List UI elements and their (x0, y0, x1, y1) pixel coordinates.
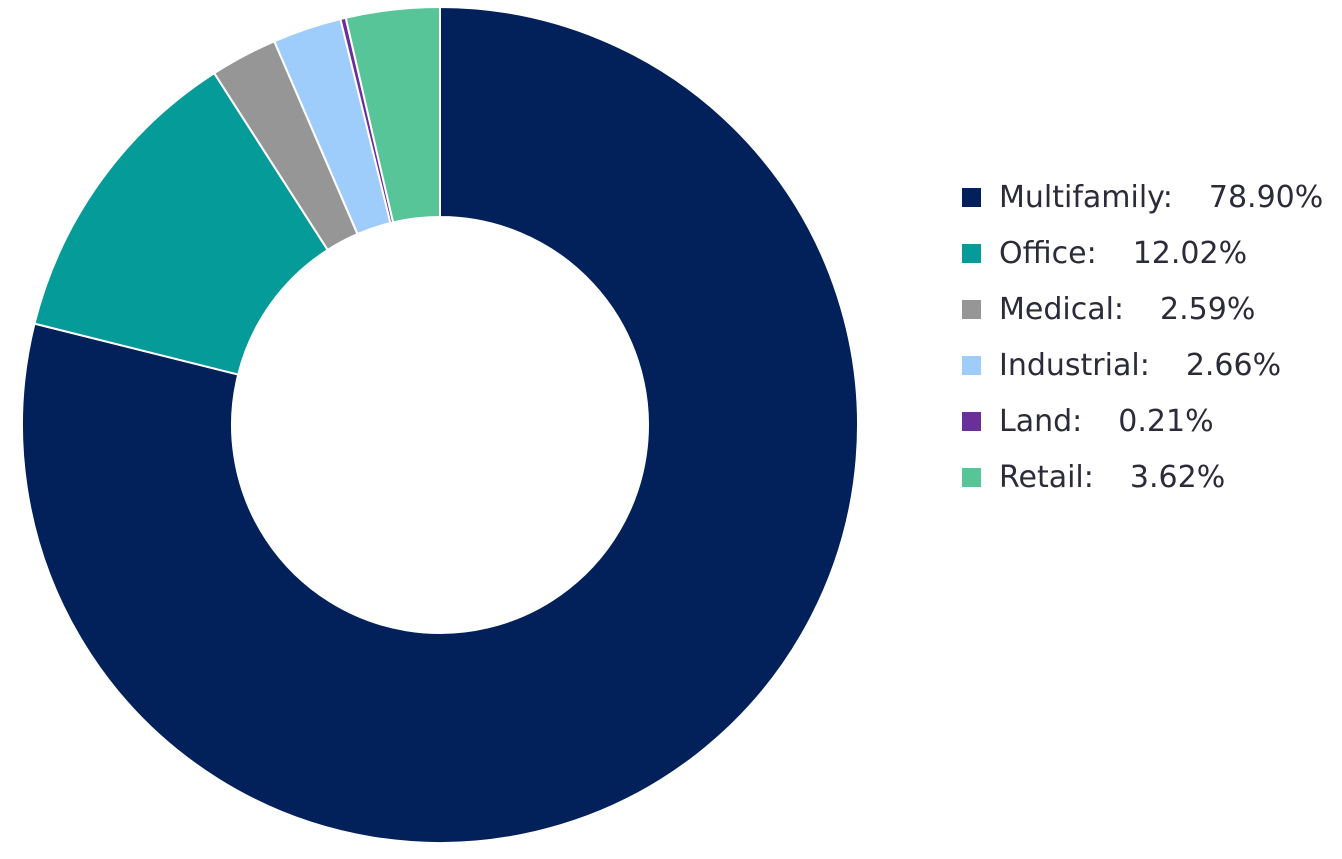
legend-value-multifamily: 78.90% (1208, 179, 1324, 215)
legend-swatch-medical (962, 299, 981, 319)
legend-label-land: Land: (999, 403, 1083, 439)
legend-swatch-multifamily (962, 187, 981, 207)
legend-item-multifamily: Multifamily: 78.90% (962, 169, 1332, 225)
donut-slice-office (33, 72, 329, 376)
legend-label-industrial: Industrial: (999, 347, 1150, 383)
legend-value-retail: 3.62% (1129, 459, 1226, 495)
legend-item-land: Land: 0.21% (962, 393, 1332, 449)
legend-value-medical: 2.59% (1160, 291, 1256, 327)
legend-item-office: Office: 12.02% (962, 225, 1332, 281)
donut-slice-multifamily (21, 6, 859, 844)
legend-value-office: 12.02% (1132, 235, 1248, 271)
donut-slices (21, 6, 859, 844)
donut-chart (21, 6, 859, 844)
legend-item-medical: Medical: 2.59% (962, 281, 1332, 337)
legend-label-office: Office: (999, 235, 1097, 271)
legend-swatch-retail (962, 467, 981, 487)
legend-swatch-industrial (962, 355, 981, 375)
chart-legend: Multifamily: 78.90% Office: 12.02% Medic… (962, 169, 1332, 505)
legend-item-industrial: Industrial: 2.66% (962, 337, 1332, 393)
legend-label-medical: Medical: (999, 291, 1125, 327)
legend-item-retail: Retail: 3.62% (962, 449, 1332, 505)
legend-label-retail: Retail: (999, 459, 1094, 495)
legend-swatch-land (962, 411, 981, 431)
legend-value-industrial: 2.66% (1185, 347, 1282, 383)
donut-slice-retail (344, 6, 441, 224)
legend-swatch-office (962, 243, 981, 263)
legend-value-land: 0.21% (1118, 403, 1214, 439)
legend-label-multifamily: Multifamily: (999, 179, 1173, 215)
